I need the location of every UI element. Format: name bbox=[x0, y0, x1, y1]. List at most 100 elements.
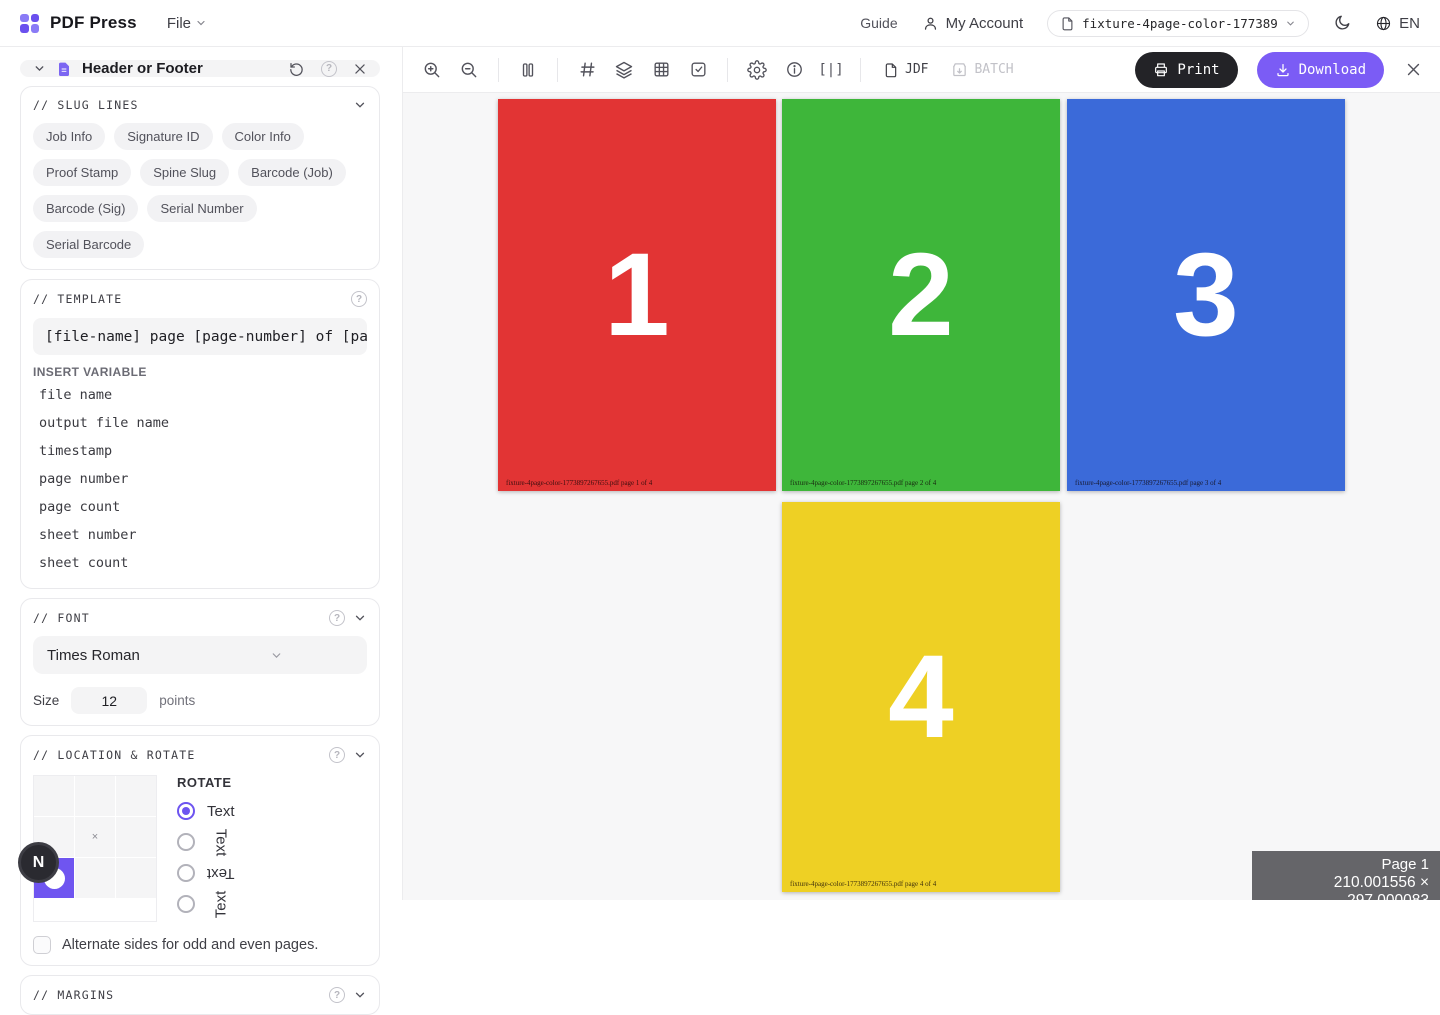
slug-line-chips: Job Info Signature ID Color Info Proof Stam… bbox=[33, 123, 367, 258]
rotate-option-0[interactable]: Text bbox=[177, 798, 235, 824]
print-button[interactable]: Print bbox=[1135, 52, 1237, 88]
notifications-fab[interactable]: N bbox=[18, 842, 59, 883]
reset-icon[interactable] bbox=[289, 61, 305, 77]
rotate-option-label: Text bbox=[212, 890, 229, 918]
help-icon[interactable]: ? bbox=[351, 291, 367, 307]
batch-button[interactable]: BATCH bbox=[943, 61, 1021, 78]
variable-item[interactable]: page count bbox=[33, 493, 367, 521]
imposition-grid-icon[interactable] bbox=[646, 55, 676, 85]
chevron-down-icon[interactable] bbox=[353, 98, 367, 112]
download-label: Download bbox=[1299, 62, 1366, 78]
rotate-option-label: Text bbox=[207, 803, 235, 820]
slug-chip[interactable]: Spine Slug bbox=[140, 159, 229, 186]
help-icon[interactable]: ? bbox=[329, 747, 345, 763]
page-big-number: 3 bbox=[1173, 236, 1239, 354]
location-cell-center[interactable]: × bbox=[75, 817, 115, 857]
app-logo-icon bbox=[20, 14, 39, 33]
document-name: fixture-4page-color-177389726… bbox=[1082, 16, 1278, 31]
brackets-icon[interactable]: [|] bbox=[816, 55, 846, 85]
radio-selected-icon bbox=[177, 802, 195, 820]
slug-chip[interactable]: Signature ID bbox=[114, 123, 212, 150]
globe-icon bbox=[1375, 15, 1392, 32]
slug-chip[interactable]: Serial Barcode bbox=[33, 231, 144, 258]
page-numbers-icon[interactable] bbox=[572, 55, 602, 85]
size-unit: points bbox=[159, 693, 195, 708]
template-input[interactable]: [file-name] page [page-number] of [page-… bbox=[33, 318, 367, 355]
guide-link[interactable]: Guide bbox=[860, 15, 897, 31]
radio-icon bbox=[177, 895, 195, 913]
alternate-sides-label: Alternate sides for odd and even pages. bbox=[62, 937, 318, 953]
file-icon bbox=[1060, 16, 1075, 31]
font-family-select[interactable]: Times Roman bbox=[33, 636, 367, 674]
pdf-page[interactable]: 3 fixture-4page-color-1773897267655.pdf … bbox=[1067, 99, 1345, 491]
location-cell-top-center[interactable] bbox=[75, 776, 115, 816]
pdf-page[interactable]: 1 fixture-4page-color-1773897267655.pdf … bbox=[498, 99, 776, 491]
variable-item[interactable]: timestamp bbox=[33, 437, 367, 465]
variable-item[interactable]: page number bbox=[33, 465, 367, 493]
variable-item[interactable]: sheet number bbox=[33, 521, 367, 549]
checkbox-tool-icon[interactable] bbox=[683, 55, 713, 85]
help-icon[interactable]: ? bbox=[321, 61, 337, 77]
chevron-down-icon[interactable] bbox=[353, 748, 367, 762]
app-title: PDF Press bbox=[50, 13, 137, 33]
slug-chip[interactable]: Barcode (Job) bbox=[238, 159, 346, 186]
location-title: // LOCATION & ROTATE bbox=[33, 748, 321, 762]
rotate-option-90[interactable]: Text bbox=[177, 824, 235, 860]
my-account-label: My Account bbox=[946, 15, 1024, 32]
zoom-out-icon[interactable] bbox=[454, 55, 484, 85]
pdf-page[interactable]: 2 fixture-4page-color-1773897267655.pdf … bbox=[782, 99, 1060, 491]
download-button[interactable]: Download bbox=[1257, 52, 1384, 88]
pdf-preview-canvas[interactable]: 1 fixture-4page-color-1773897267655.pdf … bbox=[402, 93, 1440, 900]
help-icon[interactable]: ? bbox=[329, 610, 345, 626]
slug-chip[interactable]: Serial Number bbox=[147, 195, 256, 222]
variable-item[interactable]: file name bbox=[33, 381, 367, 409]
location-cell-middle-right[interactable] bbox=[116, 817, 156, 857]
panel-header: Header or Footer ? bbox=[20, 60, 380, 77]
help-icon[interactable]: ? bbox=[329, 987, 345, 1003]
chevron-down-icon[interactable] bbox=[353, 988, 367, 1002]
chevron-down-icon bbox=[1285, 18, 1296, 29]
rotate-option-270[interactable]: Text bbox=[177, 886, 235, 922]
page-footer-stamp: fixture-4page-color-1773897267655.pdf pa… bbox=[506, 479, 652, 487]
collapse-chevron-icon[interactable] bbox=[33, 62, 46, 75]
alternate-sides-checkbox[interactable] bbox=[33, 936, 51, 954]
location-cell-bottom-center[interactable] bbox=[75, 858, 115, 898]
document-selector[interactable]: fixture-4page-color-177389726… bbox=[1047, 10, 1309, 37]
slug-chip[interactable]: Proof Stamp bbox=[33, 159, 131, 186]
slug-chip[interactable]: Barcode (Sig) bbox=[33, 195, 138, 222]
variable-item[interactable]: output file name bbox=[33, 409, 367, 437]
chevron-down-icon[interactable] bbox=[353, 611, 367, 625]
margins-section: // MARGINS ? bbox=[20, 975, 380, 1015]
close-icon[interactable] bbox=[353, 62, 367, 76]
zoom-in-icon[interactable] bbox=[417, 55, 447, 85]
language-switcher[interactable]: EN bbox=[1375, 15, 1420, 32]
file-menu[interactable]: File bbox=[167, 15, 207, 32]
slug-lines-title: // SLUG LINES bbox=[33, 98, 345, 112]
user-icon bbox=[922, 15, 939, 32]
rotate-option-label: Text bbox=[212, 828, 229, 856]
settings-gear-icon[interactable] bbox=[742, 55, 772, 85]
page-layout-icon[interactable] bbox=[513, 55, 543, 85]
rotate-option-180[interactable]: Text bbox=[177, 860, 235, 886]
layers-icon[interactable] bbox=[609, 55, 639, 85]
info-icon[interactable] bbox=[779, 55, 809, 85]
slug-lines-section: // SLUG LINES Job Info Signature ID Color … bbox=[20, 86, 380, 270]
viewer-toolbar: [|] JDF BATCH Print Download bbox=[402, 47, 1440, 93]
location-cell-top-right[interactable] bbox=[116, 776, 156, 816]
close-viewer-icon[interactable] bbox=[1405, 61, 1422, 78]
font-size-input[interactable] bbox=[71, 687, 147, 714]
my-account-button[interactable]: My Account bbox=[922, 15, 1024, 32]
margins-title: // MARGINS bbox=[33, 988, 321, 1002]
location-cell-bottom-right[interactable] bbox=[116, 858, 156, 898]
location-cell-top-left[interactable] bbox=[34, 776, 74, 816]
variable-item[interactable]: sheet count bbox=[33, 549, 367, 577]
slug-chip[interactable]: Color Info bbox=[222, 123, 304, 150]
pdf-page[interactable]: 4 fixture-4page-color-1773897267655.pdf … bbox=[782, 502, 1060, 892]
page-dimensions: 210.001556 × 297.000083 bbox=[1263, 874, 1429, 910]
jdf-label: JDF bbox=[905, 62, 928, 77]
jdf-button[interactable]: JDF bbox=[875, 62, 936, 78]
slug-chip[interactable]: Job Info bbox=[33, 123, 105, 150]
font-title: // FONT bbox=[33, 611, 321, 625]
dark-mode-toggle[interactable] bbox=[1333, 14, 1351, 32]
